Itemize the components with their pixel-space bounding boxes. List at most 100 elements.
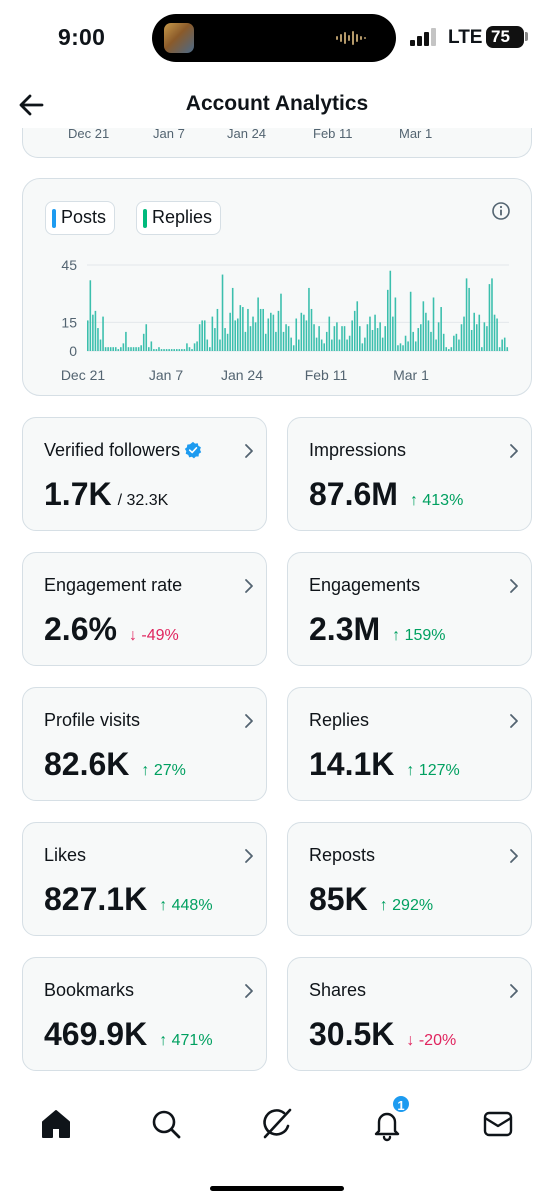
chart-bar: [219, 339, 221, 351]
metric-value: 14.1K: [309, 746, 395, 782]
chart-bar: [442, 333, 445, 351]
metric-total: / 32.3K: [117, 492, 169, 509]
page-header: Account Analytics: [0, 80, 554, 130]
chart-bar: [475, 324, 478, 351]
y-tick-label: 45: [61, 257, 77, 273]
chart-bar: [414, 341, 417, 351]
chart-bar: [427, 320, 430, 351]
chart-bar: [447, 349, 450, 351]
back-arrow-icon[interactable]: [16, 90, 46, 120]
notification-badge: 1: [391, 1094, 411, 1114]
chart-bar: [224, 328, 226, 351]
chart-bar: [277, 310, 280, 351]
metric-label-row: Engagement rate: [44, 575, 182, 596]
chart-bar: [130, 347, 132, 351]
x-tick-label: Dec 21: [68, 126, 110, 141]
chart-bar: [371, 329, 374, 351]
home-icon[interactable]: [36, 1104, 76, 1144]
chart-bar: [308, 287, 310, 351]
chart-bar: [493, 314, 496, 351]
verified-badge-icon: [184, 441, 202, 459]
chart-bar: [267, 318, 270, 351]
chart-bar: [132, 347, 135, 351]
metric-value: 827.1K: [44, 881, 148, 917]
metric-change: ↓ -20%: [406, 1032, 457, 1049]
chart-bar: [450, 347, 453, 351]
metric-card-impressions[interactable]: Impressions 87.6M ↑ 413%: [287, 417, 532, 531]
chart-bar: [201, 320, 203, 351]
notifications-tab[interactable]: 1: [367, 1094, 411, 1144]
chart-bar: [386, 289, 389, 351]
metric-card-shares[interactable]: Shares 30.5K ↓ -20%: [287, 957, 532, 1071]
chart-bar: [394, 297, 397, 351]
chart-bar: [175, 349, 178, 351]
chart-bar: [366, 324, 369, 351]
search-icon[interactable]: [146, 1104, 186, 1144]
chart-bar: [478, 314, 481, 351]
chart-bar: [183, 349, 186, 351]
x-tick-label: Mar 1: [399, 126, 433, 141]
chart-bar: [369, 316, 371, 351]
chart-bar: [292, 345, 295, 351]
metric-value-row: 827.1K ↑ 448%: [44, 881, 213, 918]
metric-card-verified-followers[interactable]: Verified followers 1.7K / 32.3K: [22, 417, 267, 531]
chart-bar: [272, 314, 275, 351]
chart-bar: [483, 322, 486, 351]
chart-bar: [310, 308, 313, 351]
chart-bar: [374, 314, 376, 351]
chart-bar: [425, 312, 427, 351]
chart-bar: [280, 293, 282, 351]
chart-bar: [206, 339, 209, 351]
chart-bar: [140, 345, 142, 351]
metric-label: Reposts: [309, 845, 376, 865]
chart-bar: [87, 320, 89, 351]
chart-bar: [170, 349, 173, 351]
chart-bar: [356, 301, 359, 351]
metric-card-likes[interactable]: Likes 827.1K ↑ 448%: [22, 822, 267, 936]
chart-bar: [468, 287, 470, 351]
chart-bar: [249, 326, 252, 351]
chart-bar: [282, 331, 285, 351]
chart-bar: [465, 278, 468, 351]
chart-bar: [181, 349, 183, 351]
chart-bar: [262, 308, 264, 351]
legend-replies[interactable]: Replies: [136, 201, 222, 235]
chart-bar: [498, 347, 501, 351]
grok-icon[interactable]: [257, 1104, 297, 1144]
chevron-right-icon: [245, 579, 253, 593]
chart-bar: [320, 339, 323, 351]
messages-icon[interactable]: [478, 1104, 518, 1144]
x-tick-label: Dec 21: [61, 367, 106, 383]
legend-posts[interactable]: Posts: [45, 201, 116, 235]
chart-bar: [460, 324, 463, 351]
metric-card-profile-visits[interactable]: Profile visits 82.6K ↑ 27%: [22, 687, 267, 801]
dynamic-island[interactable]: [152, 14, 396, 62]
info-icon[interactable]: [491, 201, 511, 221]
chart-bar: [399, 343, 402, 351]
chart-bar: [496, 318, 498, 351]
chart-bar: [186, 343, 188, 351]
metric-change: ↑ 413%: [409, 492, 464, 509]
chart-bar: [247, 308, 249, 351]
chart-bar: [412, 331, 414, 351]
chart-bar: [148, 347, 150, 351]
metric-card-engagements[interactable]: Engagements 2.3M ↑ 159%: [287, 552, 532, 666]
x-tick-label: Jan 24: [221, 367, 263, 383]
chart-bar: [231, 287, 234, 351]
chart-bar: [453, 335, 455, 351]
chart-bar: [112, 347, 114, 351]
chart-bar: [259, 308, 262, 351]
chart-bar: [488, 284, 491, 351]
chart-bar: [422, 301, 425, 351]
metric-card-replies[interactable]: Replies 14.1K ↑ 127%: [287, 687, 532, 801]
chart-bar: [325, 331, 328, 351]
metric-card-bookmarks[interactable]: Bookmarks 469.9K ↑ 471%: [22, 957, 267, 1071]
metric-card-engagement-rate[interactable]: Engagement rate 2.6% ↓ -49%: [22, 552, 267, 666]
metric-card-reposts[interactable]: Reposts 85K ↑ 292%: [287, 822, 532, 936]
chevron-right-icon: [245, 444, 253, 458]
chart-bar: [486, 326, 488, 351]
chart-bar: [196, 341, 198, 351]
chart-bar: [402, 345, 404, 351]
chart-bar: [336, 322, 338, 351]
chart-bar: [117, 349, 120, 351]
